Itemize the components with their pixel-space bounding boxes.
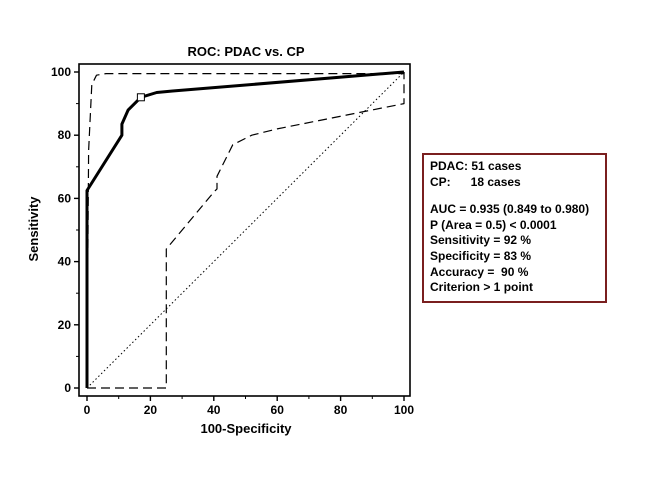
x-tick-label: 60 xyxy=(271,403,285,417)
stats-accuracy: Accuracy = 90 % xyxy=(430,264,529,279)
x-tick-label: 40 xyxy=(207,403,221,417)
x-tick-label: 20 xyxy=(144,403,158,417)
roc-curve-line xyxy=(85,70,405,388)
y-tick-label: 0 xyxy=(64,381,71,395)
stats-criterion: Criterion > 1 point xyxy=(430,280,534,295)
tick-layer: 0 20 40 60 80 100 0 20 40 60 80 100 xyxy=(51,65,414,417)
stats-p-value: P (Area = 0.5) < 0.0001 xyxy=(430,217,557,232)
stats-spacer xyxy=(430,190,599,202)
y-tick-label: 80 xyxy=(58,128,72,142)
stats-cp-cases: CP: 18 cases xyxy=(430,174,521,189)
lower-confidence-bound-line xyxy=(87,72,405,389)
x-tick-label: 80 xyxy=(334,403,348,417)
stats-sensitivity: Sensitivity = 92 % xyxy=(430,233,532,248)
y-axis-title: Sensitivity xyxy=(26,196,41,262)
reference-diagonal-line xyxy=(86,71,405,389)
stats-specificity: Specificity = 83 % xyxy=(430,248,532,263)
y-tick-label: 100 xyxy=(51,65,71,79)
statistics-box: PDAC: 51 cases CP: 18 cases AUC = 0.935 … xyxy=(422,153,607,303)
y-tick-label: 40 xyxy=(58,255,72,269)
stats-pdac-cases: PDAC: 51 cases xyxy=(430,159,522,173)
x-tick-label: 100 xyxy=(394,403,414,417)
x-tick-label: 0 xyxy=(84,403,91,417)
y-tick-label: 60 xyxy=(58,191,72,205)
operating-point-marker xyxy=(136,93,145,102)
x-axis-title: 100-Specificity xyxy=(200,421,292,436)
stats-auc: AUC = 0.935 (0.849 to 0.980) xyxy=(430,202,590,217)
y-tick-label: 20 xyxy=(58,318,72,332)
series-layer xyxy=(85,70,405,389)
plot-frame xyxy=(78,63,411,397)
chart-title: ROC: PDAC vs. CP xyxy=(187,44,304,59)
